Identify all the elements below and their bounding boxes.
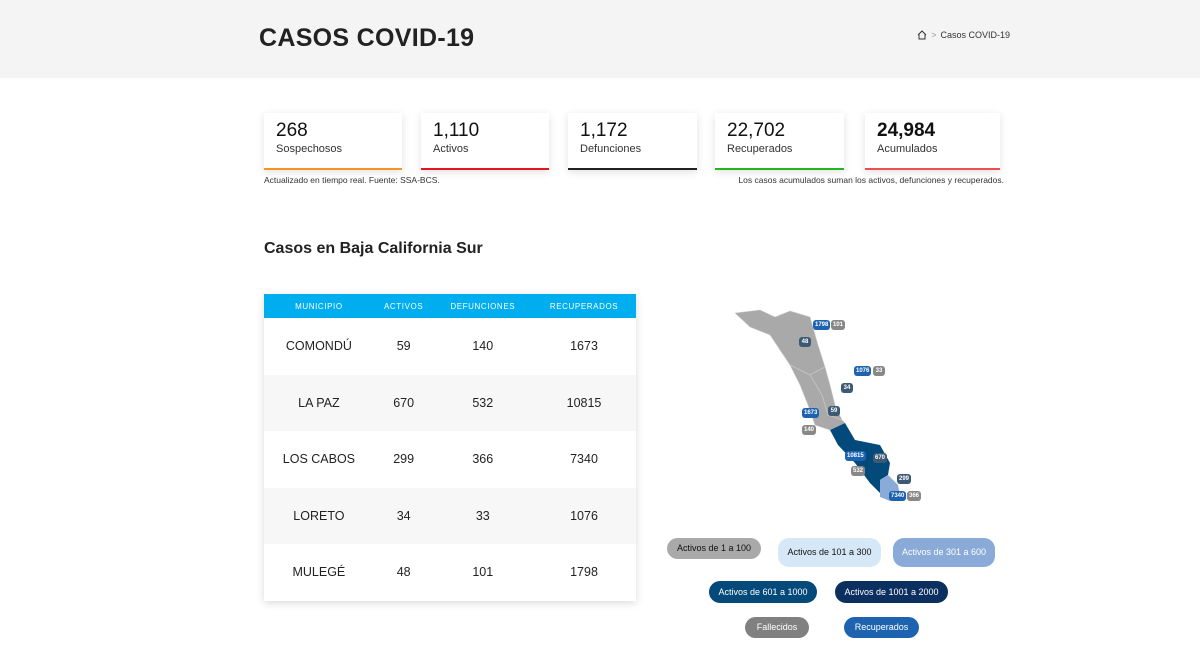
map-badge-fallecidos: 33 — [873, 366, 885, 376]
map-badge-recuperados: 10815 — [845, 451, 866, 461]
cell-municipio: COMONDÚ — [285, 339, 352, 354]
cell-municipio: LOS CABOS — [282, 452, 356, 467]
legend-recuperados: Recuperados — [844, 617, 919, 638]
cell-activos: 48 — [396, 565, 411, 580]
map-badge-recuperados: 1076 — [854, 366, 872, 376]
cell-municipio: LORETO — [264, 487, 374, 544]
map-badge-activos: 48 — [799, 337, 811, 347]
table-row: COMONDÚ 59 140 1673 — [264, 318, 636, 375]
legend-activos-101-300: Activos de 101 a 300 — [778, 538, 881, 567]
cell-activos: 299 — [393, 452, 415, 467]
stat-card-defunciones: 1,172 Defunciones — [568, 113, 697, 170]
cell-recuperados: 1076 — [532, 487, 636, 544]
stat-value: 1,172 — [580, 120, 628, 141]
cases-table: MUNICIPIO ACTIVOS DEFUNCIONES RECUPERADO… — [264, 294, 636, 601]
stat-label: Activos — [433, 143, 469, 155]
map-badge-fallecidos: 532 — [851, 466, 866, 476]
cell-defunciones: 366 — [472, 452, 494, 467]
map-badge-recuperados: 1673 — [802, 408, 820, 418]
map-badge-recuperados: 7340 — [889, 491, 907, 501]
map-badge-activos: 299 — [897, 474, 912, 484]
cell-municipio: LA PAZ — [264, 374, 374, 431]
breadcrumb: > Casos COVID-19 — [917, 30, 1010, 40]
breadcrumb-separator: > — [931, 30, 937, 40]
page-header: CASOS COVID-19 > Casos COVID-19 — [0, 0, 1200, 78]
bcs-map: 1798 101 48 1076 33 34 1673 59 140 10815… — [730, 305, 930, 505]
legend-activos-1001-2000: Activos de 1001 a 2000 — [835, 581, 948, 603]
stat-value: 24,984 — [877, 120, 936, 141]
source-note: Actualizado en tiempo real. Fuente: SSA-… — [264, 175, 440, 185]
cell-recuperados: 1798 — [570, 565, 598, 580]
map-badge-activos: 34 — [841, 383, 853, 393]
column-header: DEFUNCIONES — [433, 294, 533, 318]
cell-recuperados: 10815 — [532, 374, 636, 431]
stat-card-activos: 1,110 Activos — [421, 113, 549, 170]
cell-activos: 670 — [373, 374, 434, 431]
map-region-mulege — [734, 309, 826, 376]
legend-fallecidos: Fallecidos — [745, 617, 809, 638]
cell-defunciones: 140 — [472, 339, 494, 354]
legend-activos-1-100: Activos de 1 a 100 — [667, 538, 761, 559]
stat-label: Sospechosos — [276, 143, 343, 155]
legend-activos-301-600: Activos de 301 a 600 — [893, 538, 995, 567]
cell-defunciones: 532 — [433, 374, 533, 431]
map-badge-fallecidos: 101 — [831, 320, 846, 330]
stat-value: 268 — [276, 120, 308, 141]
map-badge-recuperados: 1798 — [813, 320, 831, 330]
column-header: ACTIVOS — [373, 294, 434, 318]
accumulated-note: Los casos acumulados suman los activos, … — [738, 175, 1004, 185]
breadcrumb-current: Casos COVID-19 — [940, 30, 1010, 40]
column-header: MUNICIPIO — [264, 294, 374, 318]
stat-card-recuperados: 22,702 Recuperados — [715, 113, 844, 170]
cell-recuperados: 1673 — [570, 339, 598, 354]
table-row: MULEGÉ 48 101 1798 — [264, 544, 636, 601]
cell-recuperados: 7340 — [570, 452, 598, 467]
stat-card-acumulados: 24,984 Acumulados — [865, 113, 1000, 170]
stat-value: 1,110 — [433, 120, 480, 141]
table-row: LORETO 34 33 1076 — [264, 487, 636, 544]
column-header: RECUPERADOS — [532, 294, 636, 318]
stat-card-sospechosos: 268 Sospechosos — [264, 113, 402, 170]
stat-label: Acumulados — [877, 143, 938, 155]
stat-label: Recuperados — [727, 143, 793, 155]
stat-value: 22,702 — [727, 120, 786, 141]
table-row: LA PAZ 670 532 10815 — [264, 374, 636, 431]
cell-activos: 34 — [373, 487, 434, 544]
section-title: Casos en Baja California Sur — [264, 240, 483, 257]
map-badge-fallecidos: 140 — [802, 425, 817, 435]
home-icon[interactable] — [917, 30, 927, 40]
cell-defunciones: 101 — [472, 565, 494, 580]
map-badge-activos: 670 — [873, 453, 888, 463]
cell-defunciones: 33 — [433, 487, 533, 544]
cell-municipio: MULEGÉ — [292, 565, 346, 580]
page-title: CASOS COVID-19 — [259, 24, 475, 52]
cell-activos: 59 — [396, 339, 411, 354]
legend-activos-601-1000: Activos de 601 a 1000 — [709, 581, 817, 603]
map-badge-activos: 59 — [828, 406, 840, 416]
table-row: LOS CABOS 299 366 7340 — [264, 431, 636, 488]
map-badge-fallecidos: 366 — [907, 491, 922, 501]
stat-label: Defunciones — [580, 143, 642, 155]
